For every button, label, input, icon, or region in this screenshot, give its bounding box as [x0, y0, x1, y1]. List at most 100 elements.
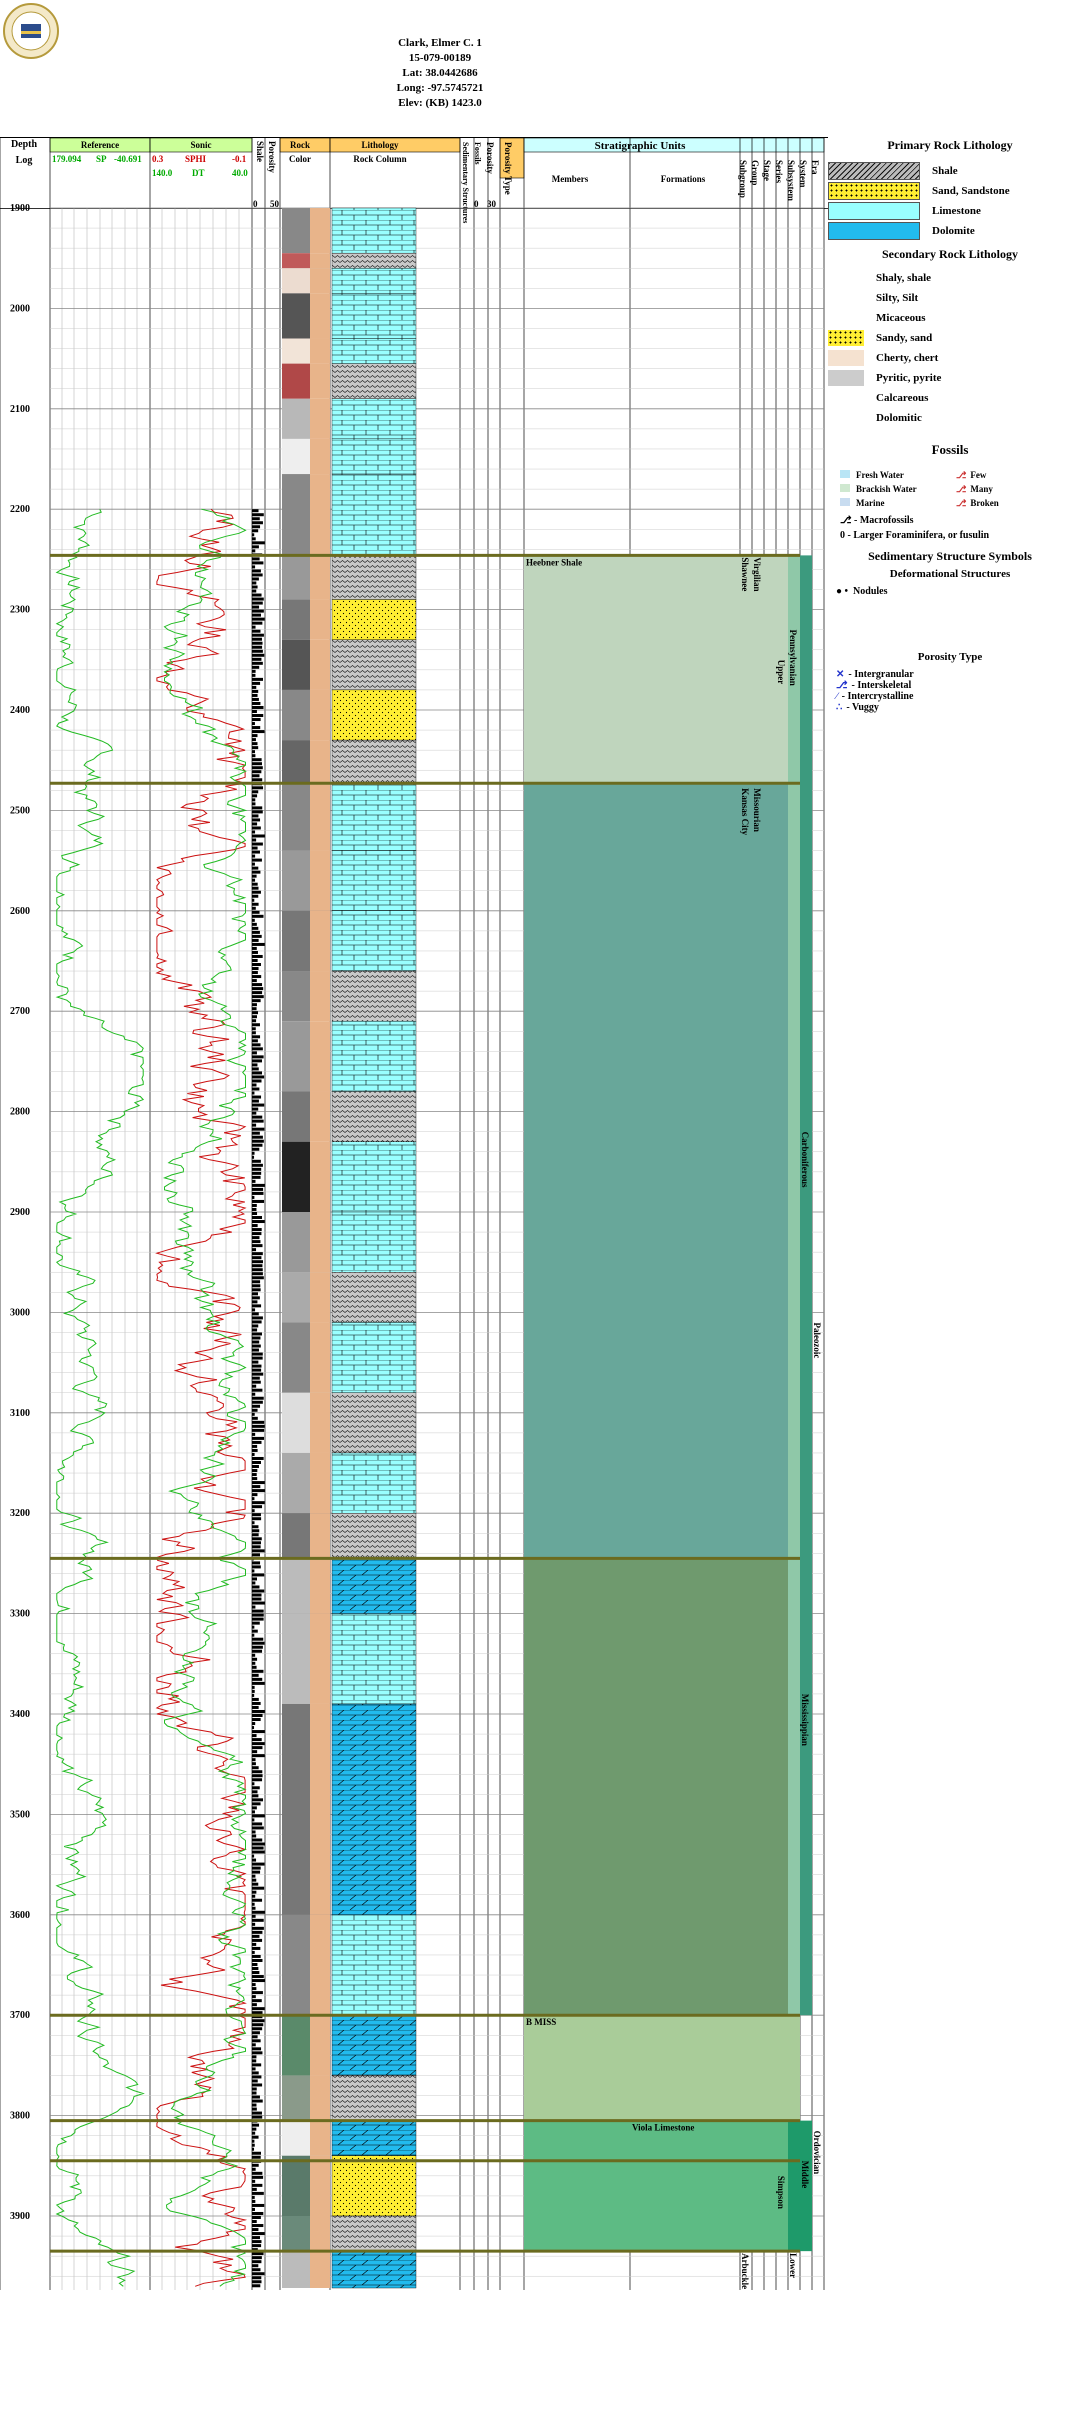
- rock-color-block: [282, 208, 310, 254]
- shale-bar: [252, 2067, 256, 2071]
- lithology-block: [331, 338, 417, 364]
- rock-color-block: [282, 438, 310, 475]
- shale-bar: [252, 1862, 265, 1866]
- shale-bar: [252, 999, 261, 1003]
- shale-bar: [252, 1533, 259, 1537]
- secondary-lith-item-label: Dolomitic: [876, 412, 922, 424]
- secondary-lith-item-label: Silty, Silt: [876, 292, 919, 304]
- shale-bar: [252, 2268, 261, 2272]
- shale-bar: [252, 1308, 256, 1312]
- shale-bar: [252, 2284, 261, 2288]
- shale-bar: [252, 2007, 265, 2011]
- env-label: Brackish Water: [856, 484, 917, 494]
- lithology-block: [331, 1392, 417, 1454]
- rock-color-block: [282, 1513, 310, 1559]
- shale-bar: [252, 1473, 257, 1477]
- shale-bar: [252, 657, 262, 661]
- shale-bar: [252, 1127, 265, 1131]
- shale-bar: [252, 1424, 265, 1428]
- primary-lith-item-swatch: [828, 182, 920, 200]
- depth-label: 3100: [10, 1408, 30, 1419]
- shale-bar: [252, 1681, 265, 1685]
- shale-bar: [252, 693, 258, 697]
- shale-bar: [252, 1493, 258, 1497]
- bmiss-label: B MISS: [526, 2017, 556, 2027]
- porosity2-title: Porosity: [485, 142, 495, 174]
- rock-tint-block: [310, 1558, 330, 1614]
- shale-bar: [252, 1392, 256, 1396]
- porosity-type-item: ∴ - Vuggy: [836, 702, 1072, 713]
- system-fill: [800, 555, 812, 2016]
- shale-bar: [252, 677, 263, 681]
- shale-bar: [252, 734, 258, 738]
- shale-bar: [252, 1830, 256, 1834]
- shale-bar: [252, 2280, 262, 2284]
- shale-bar: [252, 1408, 258, 1412]
- primary-lith-title: Primary Rock Lithology: [887, 138, 1013, 152]
- rock-color-block: [282, 1703, 310, 1915]
- shale-bar: [252, 1633, 255, 1637]
- shale-bar: [252, 1930, 263, 1934]
- shale-bar: [252, 1396, 264, 1400]
- lithology-block: [331, 1452, 417, 1514]
- missourian-label: Missourian: [752, 788, 762, 832]
- shale-bar: [252, 1123, 257, 1127]
- shale-bar: [252, 1469, 258, 1473]
- primary-lith-item: Shale: [828, 161, 1072, 181]
- shale-bar: [252, 2127, 257, 2131]
- heebner-label: Heebner Shale: [526, 557, 582, 567]
- shale-bar: [252, 1212, 258, 1215]
- dt-curve: [162, 508, 248, 2287]
- secondary-lith-item-swatch: [828, 310, 864, 326]
- shale-bar: [252, 798, 256, 802]
- shale-bar: [252, 1894, 256, 1898]
- rock-color-block: [282, 2251, 310, 2288]
- shale-bar: [252, 1292, 258, 1296]
- shale-bar: [252, 701, 261, 705]
- shale-bar: [252, 1324, 259, 1328]
- group-col-title: Stage: [762, 160, 772, 181]
- shale-bar: [252, 2151, 261, 2155]
- shale-bar: [252, 2252, 264, 2256]
- reference-scale-right: -40.691: [114, 154, 142, 164]
- shale-bar: [252, 1252, 263, 1256]
- porosity-title: Porosity: [267, 141, 277, 173]
- shale-bar: [252, 1497, 255, 1501]
- shale-bar: [252, 1782, 255, 1786]
- primary-lith-item-label: Dolomite: [932, 225, 975, 237]
- shale-bar: [252, 802, 256, 806]
- shale-bar: [252, 2063, 262, 2067]
- shale-bar: [252, 1304, 262, 1308]
- shale-bar: [252, 2203, 265, 2207]
- shale-bar: [252, 1649, 263, 1653]
- primary-lith-item-label: Sand, Sandstone: [932, 185, 1010, 197]
- fossils-title: Fossils: [473, 142, 482, 165]
- abund-icon: ⎇: [956, 484, 967, 494]
- shale-bar: [252, 1195, 255, 1199]
- fossil-abund-item: ⎇ Many: [956, 484, 1072, 495]
- env-label: Fresh Water: [856, 470, 904, 480]
- shale-title: Shale: [255, 141, 265, 162]
- well-long: Long: -97.5745721: [396, 82, 484, 94]
- rock-color-block: [282, 1212, 310, 1273]
- shale-bar: [252, 1183, 265, 1187]
- shale-bar: [252, 1501, 265, 1505]
- shale-bar: [252, 2232, 265, 2236]
- shale-bar: [252, 673, 256, 677]
- rock-color-block: [282, 1392, 310, 1453]
- shale-bar: [252, 1216, 263, 1220]
- kgs-logo: [3, 3, 59, 59]
- well-api: 15-079-00189: [408, 52, 472, 64]
- shale-bar: [252, 1750, 258, 1754]
- shale-bar: [252, 1099, 259, 1103]
- shale-bar: [252, 2272, 265, 2276]
- shale-bar: [252, 685, 257, 689]
- fossils-legend-title: Fossils: [931, 442, 969, 457]
- shale-bar: [252, 2091, 257, 2095]
- rock-color-block: [282, 338, 310, 364]
- rock-tint-block: [310, 2120, 330, 2156]
- shale-bar: [252, 834, 265, 838]
- lithology-block: [331, 252, 417, 269]
- shale-bar: [252, 1119, 264, 1123]
- porosity-type-item: ⎇ - Interskeletal: [836, 680, 1072, 691]
